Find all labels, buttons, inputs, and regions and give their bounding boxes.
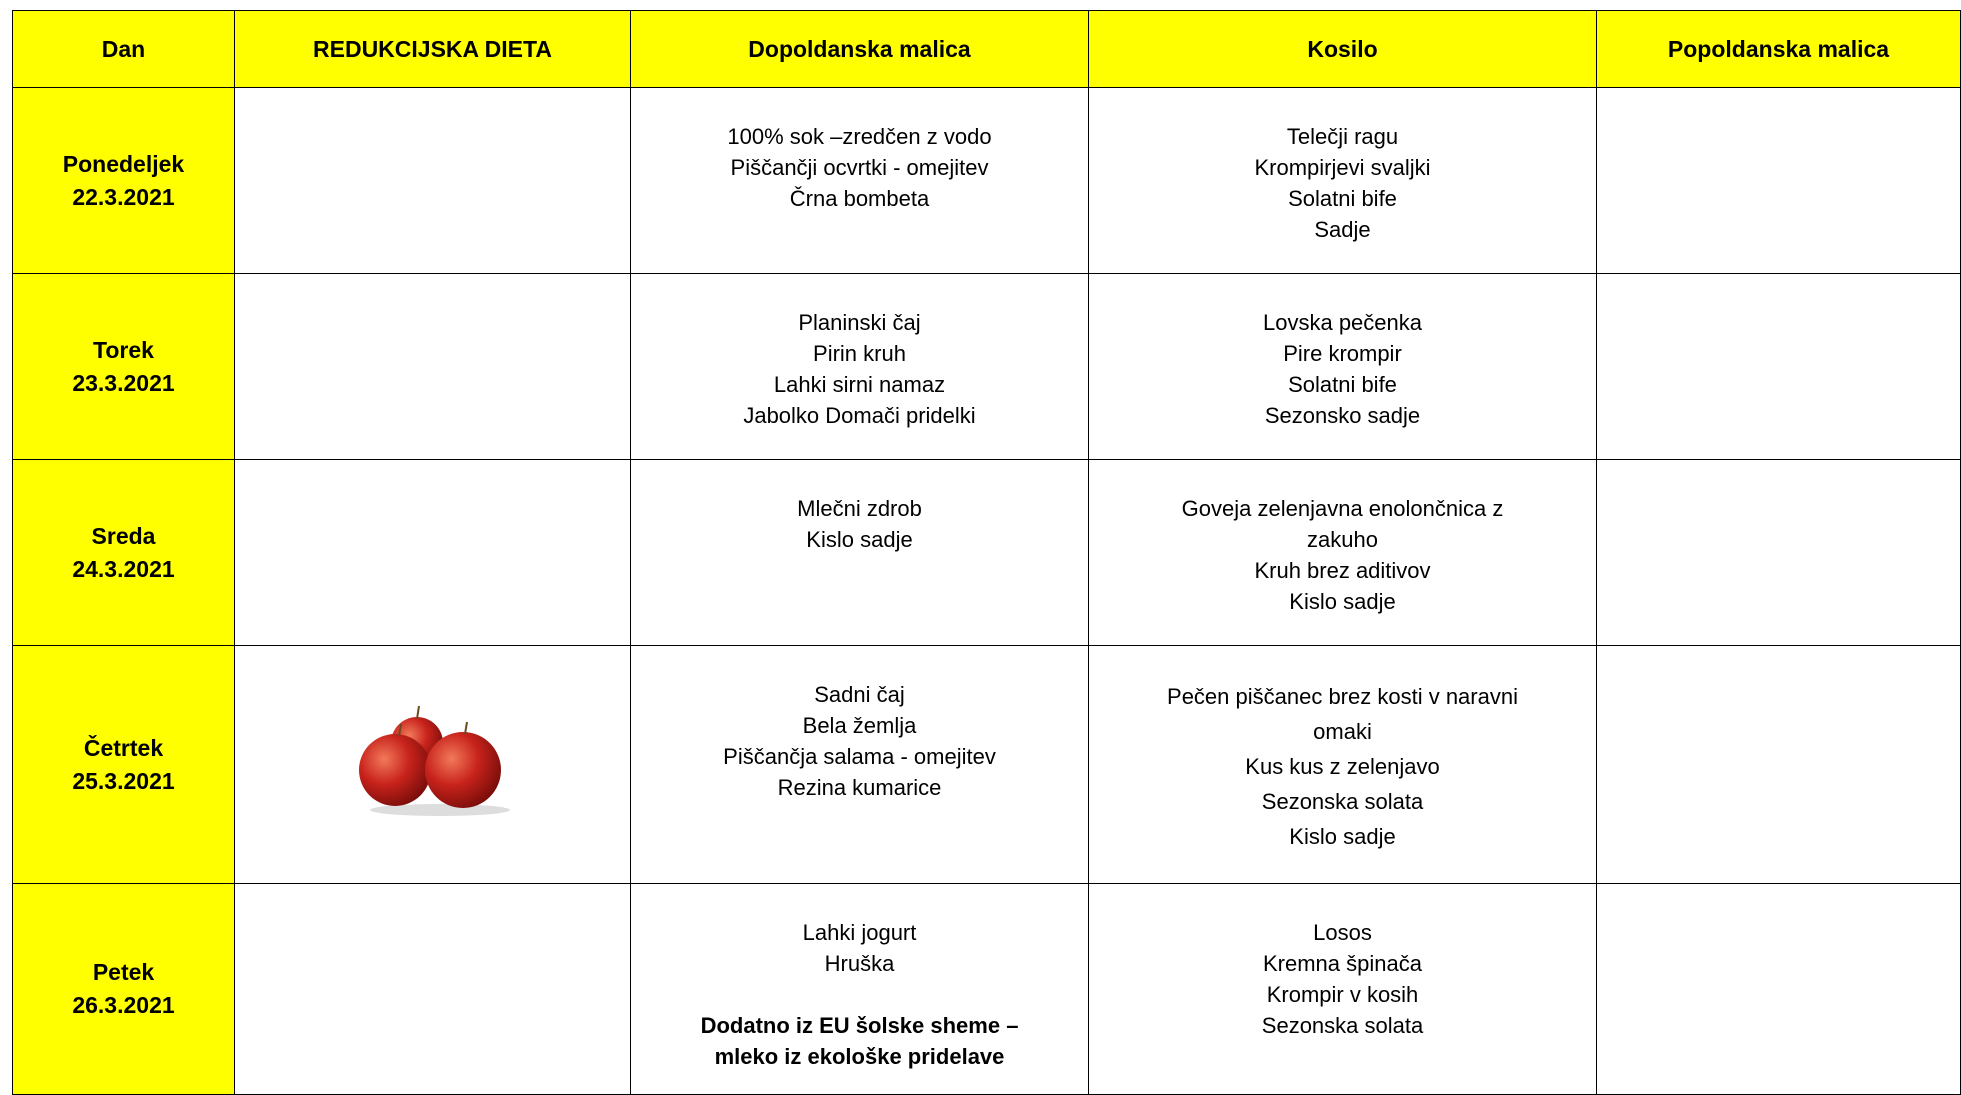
kosilo-item: Sezonska solata	[1261, 1013, 1424, 1038]
kosilo-item: Pire krompir	[1283, 341, 1402, 366]
kosilo-item: Sezonsko sadje	[1264, 403, 1421, 428]
malica-item: 100% sok –zredčen z vodo	[727, 124, 992, 149]
kosilo-item: Krompirjevi svaljki	[1254, 155, 1431, 180]
malica-item: Piščančji ocvrtki - omejitev	[730, 155, 989, 180]
malica-item: Hruška	[824, 951, 895, 976]
header-cell: Popoldanska malica	[1597, 10, 1961, 88]
kosilo-item: Kus kus z zelenjavo	[1245, 754, 1440, 779]
header-text: Popoldanska malica	[1667, 35, 1890, 62]
malica-item: Sadni čaj	[814, 682, 905, 707]
kosilo-item: Kislo sadje	[1289, 824, 1396, 849]
kosilo-cell: Lovska pečenka Pire krompir Solatni bife Se…	[1089, 274, 1597, 460]
header-text: Kosilo	[1307, 35, 1378, 62]
malica-cell: Planinski čaj Pirin kruh Lahki sirni namaz…	[631, 274, 1089, 460]
day-name: Sreda	[91, 522, 156, 549]
day-date: 26.3.2021	[72, 992, 175, 1018]
day-cell: Petek 26.3.2021	[12, 884, 235, 1095]
malica-item: Planinski čaj	[798, 310, 921, 335]
malica-item: Lahki jogurt	[802, 920, 917, 945]
apple-image	[359, 705, 510, 816]
kosilo-item: Kremna špinača	[1263, 951, 1422, 976]
header-cell: Dopoldanska malica	[631, 10, 1089, 88]
diet-cell	[235, 646, 631, 884]
diet-cell	[235, 884, 631, 1095]
day-name: Ponedeljek	[62, 150, 185, 177]
kosilo-item: Kruh brez aditivov	[1254, 558, 1431, 583]
malica-cell: Mlečni zdrob Kislo sadje	[631, 460, 1089, 646]
header-text: Dopoldanska malica	[748, 35, 971, 62]
kosilo-item: Solatni bife	[1288, 372, 1397, 397]
kosilo-item: Goveja zelenjavna enolončnica z	[1181, 496, 1504, 521]
kosilo-cell: Losos Kremna špinača Krompir v kosih Sezons…	[1089, 884, 1597, 1095]
diet-cell	[235, 460, 631, 646]
malica-cell: 100% sok –zredčen z vodo Piščančji ocvrtk…	[631, 88, 1089, 274]
kosilo-item: Krompir v kosih	[1266, 982, 1419, 1007]
day-date: 22.3.2021	[72, 183, 175, 210]
kosilo-cell: Pečen piščanec brez kosti v naravni omaki…	[1089, 646, 1597, 884]
kosilo-item: Sezonska solata	[1261, 789, 1424, 814]
kosilo-item: zakuho	[1307, 527, 1378, 552]
malica-item: Kislo sadje	[806, 527, 913, 552]
kosilo-cell: Goveja zelenjavna enolončnica z zakuho Kru…	[1089, 460, 1597, 646]
kosilo-item: omaki	[1313, 719, 1372, 744]
malica-item: Bela žemlja	[802, 713, 917, 738]
malica-item: Črna bombeta	[789, 186, 930, 211]
malica-item: Rezina kumarice	[777, 775, 942, 800]
malica-item: Lahki sirni namaz	[773, 372, 946, 397]
kosilo-item: Losos	[1313, 920, 1372, 945]
day-cell: Sreda 24.3.2021	[12, 460, 235, 646]
header-cell: Dan	[12, 10, 235, 88]
kosilo-item: Telečji ragu	[1286, 124, 1399, 149]
day-cell: Četrtek 25.3.2021	[12, 646, 235, 884]
header-text: REDUKCIJSKA DIETA	[313, 35, 552, 62]
day-name: Četrtek	[83, 734, 164, 761]
popoldanska-cell	[1597, 646, 1961, 884]
malica-item: Piščančja salama - omejitev	[723, 744, 996, 769]
day-name: Petek	[92, 959, 155, 985]
note-line: Dodatno iz EU šolske sheme –	[700, 1013, 1019, 1038]
day-date: 23.3.2021	[72, 369, 175, 396]
malica-item: Pirin kruh	[813, 341, 906, 366]
popoldanska-cell	[1597, 274, 1961, 460]
kosilo-cell: Telečji ragu Krompirjevi svaljki Solatni b…	[1089, 88, 1597, 274]
kosilo-item: Kislo sadje	[1289, 589, 1396, 614]
malica-cell: Sadni čaj Bela žemlja Piščančja salama - o…	[631, 646, 1089, 884]
diet-cell	[235, 88, 631, 274]
popoldanska-cell	[1597, 460, 1961, 646]
popoldanska-cell	[1597, 884, 1961, 1095]
day-cell: Ponedeljek 22.3.2021	[12, 88, 235, 274]
kosilo-item: Solatni bife	[1288, 186, 1397, 211]
popoldanska-cell	[1597, 88, 1961, 274]
note-line: mleko iz ekološke pridelave	[714, 1044, 1005, 1069]
malica-cell: Lahki jogurt Hruška Dodatno iz EU šolske s…	[631, 884, 1089, 1095]
kosilo-item: Sadje	[1314, 217, 1371, 242]
day-cell: Torek 23.3.2021	[12, 274, 235, 460]
header-cell: Kosilo	[1089, 10, 1597, 88]
kosilo-item: Lovska pečenka	[1263, 310, 1422, 335]
kosilo-item: Pečen piščanec brez kosti v naravni	[1167, 684, 1518, 709]
malica-item: Mlečni zdrob	[797, 496, 922, 521]
day-name: Torek	[93, 336, 154, 363]
header-text: Dan	[101, 35, 146, 62]
header-cell: REDUKCIJSKA DIETA	[235, 10, 631, 88]
diet-cell	[235, 274, 631, 460]
day-date: 24.3.2021	[72, 555, 175, 582]
note: Dodatno iz EU šolske sheme – mleko iz eko…	[631, 1010, 1088, 1072]
day-date: 25.3.2021	[72, 767, 175, 794]
malica-item: Jabolko Domači pridelki	[743, 403, 976, 428]
